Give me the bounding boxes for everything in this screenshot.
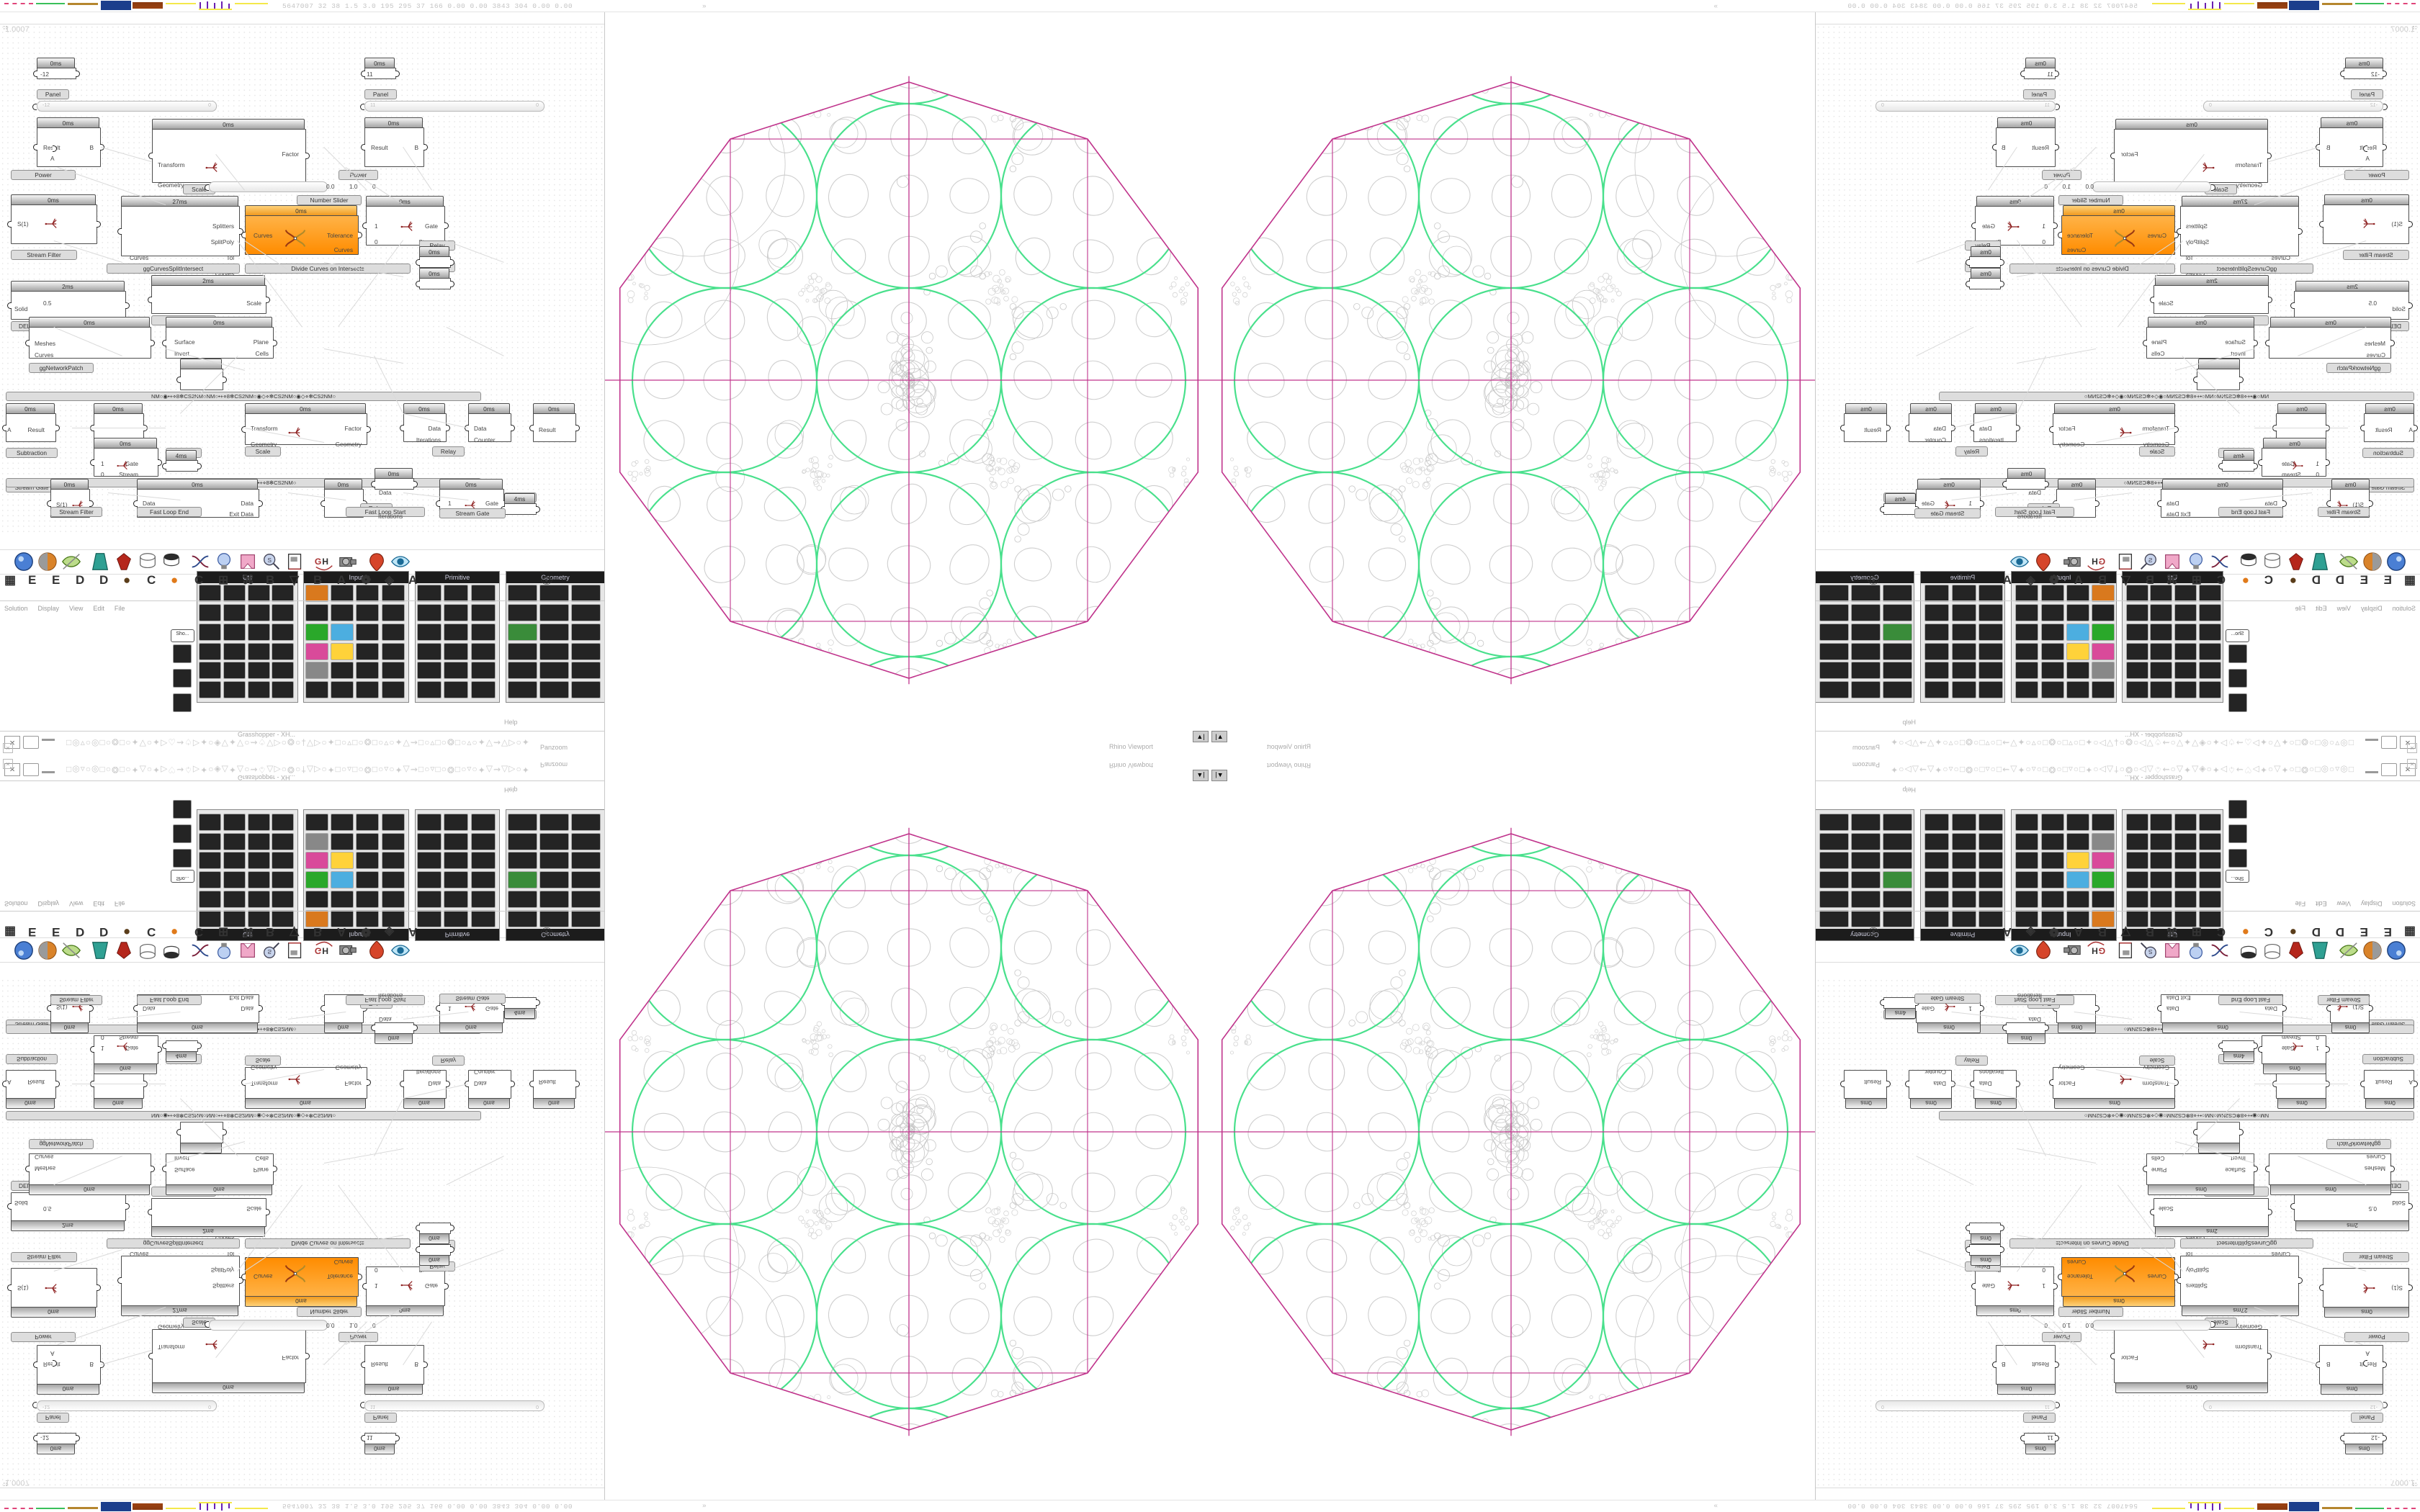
svg-text:S: S xyxy=(267,948,272,955)
svg-text:H: H xyxy=(322,945,328,955)
svg-text:S: S xyxy=(267,557,272,564)
svg-text:H: H xyxy=(322,557,328,567)
svg-text:G: G xyxy=(315,945,321,955)
svg-text:S: S xyxy=(2148,948,2153,955)
svg-text:H: H xyxy=(2092,945,2098,955)
svg-text:S: S xyxy=(2148,557,2153,564)
svg-text:G: G xyxy=(315,557,321,567)
svg-text:G: G xyxy=(2099,945,2105,955)
svg-text:H: H xyxy=(2092,557,2098,567)
svg-text:G: G xyxy=(2099,557,2105,567)
